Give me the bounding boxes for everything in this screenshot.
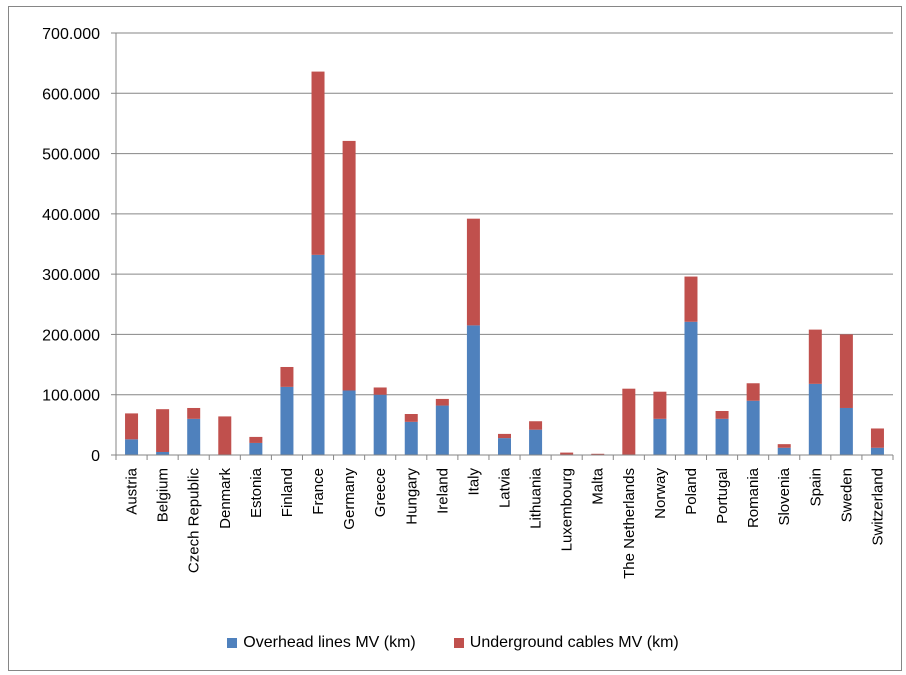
bar-overhead xyxy=(342,390,356,455)
legend: Overhead lines MV (km) Underground cable… xyxy=(0,634,906,652)
x-tick-label: Germany xyxy=(341,468,358,530)
bar-underground xyxy=(280,366,294,387)
bar-overhead xyxy=(466,325,480,455)
x-axis-ticks: Austria Belgium Czech Republic Denmark Eston… xyxy=(124,455,894,579)
bar-overhead xyxy=(498,438,511,455)
bar-underground xyxy=(622,388,636,455)
bar-underground xyxy=(653,391,667,419)
bar-overhead xyxy=(187,418,201,455)
bar-overhead xyxy=(808,383,822,455)
bar-underground xyxy=(435,398,449,406)
x-tick-label: Ireland xyxy=(434,468,451,514)
x-tick-label: Finland xyxy=(279,468,296,517)
x-tick-label: Slovenia xyxy=(776,467,793,525)
y-tick-label: 500.000 xyxy=(42,147,100,164)
bar-overhead xyxy=(653,418,667,455)
bar-overhead xyxy=(435,405,449,455)
x-tick-label: Lithuania xyxy=(528,467,545,529)
chart-frame xyxy=(8,6,902,671)
bar-underground xyxy=(342,140,356,391)
bar-underground xyxy=(498,433,511,439)
y-tick-label: 400.000 xyxy=(42,207,100,224)
x-tick-label: Poland xyxy=(683,468,700,515)
bar-underground xyxy=(466,218,480,326)
axes xyxy=(115,33,893,460)
y-tick-label: 0 xyxy=(91,448,100,465)
y-tick-label: 100.000 xyxy=(42,388,100,405)
x-tick-label: Luxembourg xyxy=(559,468,576,551)
x-tick-label: Portugal xyxy=(714,468,731,524)
x-tick-label: Estonia xyxy=(248,467,265,518)
bar-overhead xyxy=(156,451,170,455)
x-tick-label: Czech Republic xyxy=(186,468,203,574)
bar-underground xyxy=(715,410,729,419)
bar-overhead xyxy=(839,407,853,455)
bar-underground xyxy=(373,387,387,395)
bar-underground xyxy=(746,383,760,401)
gridlines xyxy=(116,32,893,396)
bar-underground xyxy=(560,452,574,455)
x-tick-label: Malta xyxy=(590,467,607,504)
x-tick-label: Italy xyxy=(465,468,482,496)
legend-item-overhead: Overhead lines MV (km) xyxy=(227,634,416,652)
bars xyxy=(125,71,884,455)
x-tick-label: Denmark xyxy=(217,468,234,529)
bar-underground xyxy=(404,414,418,422)
x-tick-label: Switzerland xyxy=(869,468,886,546)
bar-overhead xyxy=(404,421,418,455)
bar-overhead xyxy=(529,429,543,455)
x-tick-label: The Netherlands xyxy=(621,468,638,579)
bar-underground xyxy=(808,329,822,384)
bar-overhead xyxy=(311,254,325,455)
bar-overhead xyxy=(684,321,698,455)
bar-overhead xyxy=(373,394,387,455)
x-tick-label: Hungary xyxy=(403,468,420,525)
bar-overhead xyxy=(777,447,791,455)
y-tick-label: 300.000 xyxy=(42,267,100,284)
x-tick-label: France xyxy=(310,468,327,515)
y-tick-label: 600.000 xyxy=(42,86,100,103)
bar-underground xyxy=(777,444,791,448)
legend-label-underground: Underground cables MV (km) xyxy=(469,634,679,651)
bar-underground xyxy=(591,453,605,455)
bar-overhead xyxy=(125,439,139,455)
y-axis-ticks: 0 100.000 200.000 300.000 400.000 500.000 600.… xyxy=(42,26,116,465)
y-tick-label: 200.000 xyxy=(42,327,100,344)
x-tick-label: Latvia xyxy=(497,467,514,508)
x-tick-label: Sweden xyxy=(838,468,855,522)
stacked-bar-chart: 0 100.000 200.000 300.000 400.000 500.000 600.… xyxy=(42,26,894,579)
x-tick-label: Romania xyxy=(745,467,762,528)
bar-overhead xyxy=(249,442,263,455)
bar-underground xyxy=(187,407,201,419)
bar-underground xyxy=(839,334,853,408)
bar-underground xyxy=(870,428,884,448)
x-tick-label: Spain xyxy=(807,468,824,506)
x-tick-label: Norway xyxy=(652,468,669,519)
y-tick-label: 700.000 xyxy=(42,26,100,43)
legend-item-underground: Underground cables MV (km) xyxy=(453,634,679,652)
bar-underground xyxy=(529,421,543,430)
bar-overhead xyxy=(715,418,729,455)
bar-underground xyxy=(156,409,170,452)
bar-overhead xyxy=(870,447,884,455)
bar-overhead xyxy=(746,400,760,455)
bar-underground xyxy=(218,416,232,455)
bar-overhead xyxy=(280,386,294,455)
x-tick-label: Austria xyxy=(124,467,141,514)
bar-underground xyxy=(249,436,263,443)
x-tick-label: Belgium xyxy=(155,468,172,522)
bar-underground xyxy=(125,413,139,440)
legend-label-overhead: Overhead lines MV (km) xyxy=(243,634,416,651)
bar-underground xyxy=(684,276,698,322)
legend-swatch-overhead xyxy=(227,638,238,648)
x-tick-label: Greece xyxy=(372,468,389,517)
legend-swatch-underground xyxy=(453,638,464,648)
bar-underground xyxy=(311,71,325,255)
